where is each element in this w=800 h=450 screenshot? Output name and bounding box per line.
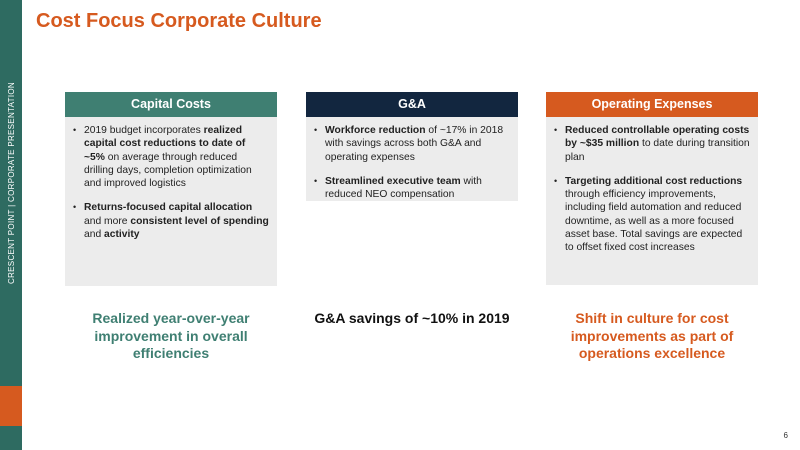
bullet-text: through efficiency improvements, includi… (565, 189, 743, 254)
summary-capital-costs: Realized year-over-year improvement in o… (92, 310, 250, 361)
page-number: 6 (783, 431, 788, 440)
bullet-item: Streamlined executive team with reduced … (314, 175, 510, 202)
bullet-text: with reduced NEO compensation (325, 175, 482, 201)
bullet-bold-text: consistent level of spending (130, 215, 269, 227)
bullet-text: and more (84, 215, 131, 227)
bullet-bold-text: realized capital cost reductions to date… (84, 125, 246, 163)
column-body: 2019 budget incorporates realized capita… (65, 117, 277, 286)
bullet-text: on average through reduced drilling days… (84, 151, 252, 190)
sidebar-label: CRESCENT POINT | CORPORATE PRESENTATION (7, 82, 16, 284)
bullet-item: 2019 budget incorporates realized capita… (73, 124, 269, 190)
column-body: Reduced controllable operating costs by … (546, 117, 758, 285)
column-header: Operating Expenses (546, 92, 758, 117)
bullet-bold-text: Workforce reduction (325, 125, 426, 136)
bullet-item: Targeting additional cost reductions thr… (554, 175, 750, 255)
column-header: G&A (306, 92, 518, 117)
bullet-text: to date during transition plan (565, 138, 750, 163)
sidebar: CRESCENT POINT | CORPORATE PRESENTATION (0, 0, 22, 450)
bullet-bold-text: Reduced controllable operating costs by … (565, 125, 750, 150)
bullet-bold-text: Streamlined executive team (325, 175, 461, 187)
bullet-bold-text: Returns-focused capital allocation (84, 202, 253, 214)
sidebar-footer-bar (0, 426, 22, 450)
column-g-and-a: G&A Workforce reduction of ~17% in 2018 … (306, 92, 518, 201)
bullet-bold-text: Targeting additional cost reductions (565, 175, 743, 187)
bullet-item: Workforce reduction of ~17% in 2018 with… (314, 124, 510, 164)
sidebar-accent-bar (0, 386, 22, 426)
summary-g-and-a: G&A savings of ~10% in 2019 (314, 310, 510, 326)
column-capital-costs: Capital Costs 2019 budget incorporates r… (65, 92, 277, 286)
bullet-text: and (84, 229, 105, 241)
column-body: Workforce reduction of ~17% in 2018 with… (306, 117, 518, 201)
page-title: Cost Focus Corporate Culture (36, 10, 322, 32)
bullet-item: Reduced controllable operating costs by … (554, 124, 750, 164)
bullet-text: 2019 budget incorporates (84, 125, 204, 136)
bullet-text: of ~17% in 2018 with savings across both… (325, 125, 504, 163)
column-header: Capital Costs (65, 92, 277, 117)
bullet-item: Returns-focused capital allocation and m… (73, 201, 269, 241)
summary-operating-expenses: Shift in culture for cost improvements a… (570, 310, 734, 361)
bullet-bold-text: activity (104, 229, 140, 241)
column-operating-expenses: Operating Expenses Reduced controllable … (546, 92, 758, 285)
